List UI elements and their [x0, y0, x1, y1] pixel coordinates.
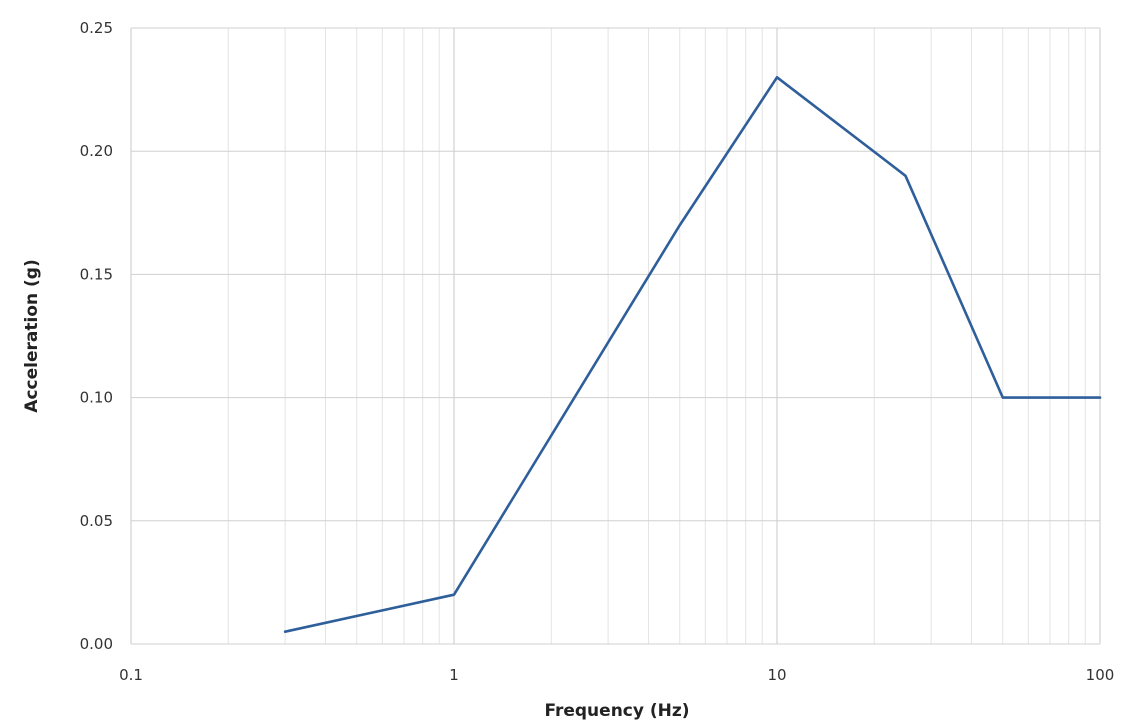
y-axis-title: Acceleration (g): [22, 259, 42, 412]
x-tick-label: 1: [449, 666, 459, 684]
y-tick-label: 0.25: [80, 19, 113, 37]
major-gridlines: [130, 27, 1101, 645]
x-axis-ticks: 0.1 1 10 100: [119, 666, 1114, 684]
minor-gridlines: [227, 28, 1086, 644]
x-tick-label: 0.1: [119, 666, 143, 684]
x-axis-title: Frequency (Hz): [544, 701, 689, 721]
y-axis-ticks: 0.00 0.05 0.10 0.15 0.20 0.25: [80, 19, 113, 653]
y-tick-label: 0.10: [80, 389, 113, 407]
y-tick-label: 0.00: [80, 635, 113, 653]
y-tick-label: 0.15: [80, 265, 113, 283]
x-tick-label: 100: [1086, 666, 1115, 684]
x-tick-label: 10: [767, 666, 786, 684]
series-line: [283, 76, 1102, 634]
y-tick-label: 0.05: [80, 512, 113, 530]
series-layer: [283, 76, 1102, 634]
y-tick-label: 0.20: [80, 142, 113, 160]
